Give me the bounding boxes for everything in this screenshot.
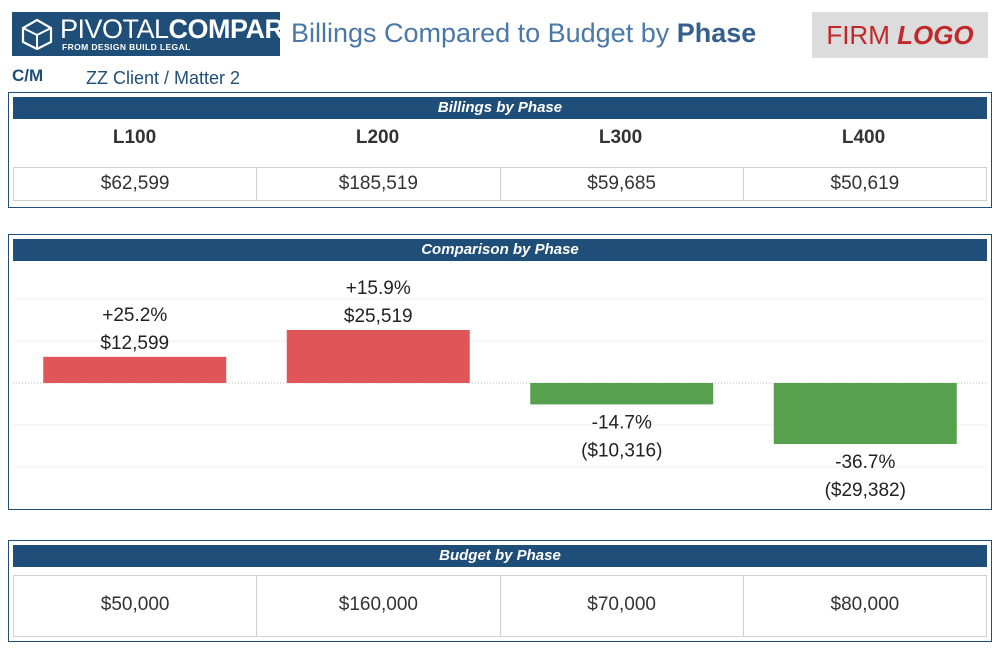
phase-header-l100: L100: [112, 127, 157, 148]
comparison-chart: +25.2% $12,599 +15.9% $25,519 -14.7% ($10,316…: [13, 278, 987, 501]
phase-header-l200: L200: [355, 127, 400, 148]
logo-tagline: FROM DESIGN BUILD LEGAL: [62, 42, 191, 52]
billings-panel: Billings by Phase L100 L200 L300 L400 $6…: [8, 92, 992, 208]
percent-label-l400: -36.7%: [835, 452, 895, 473]
budget-value-l300: $70,000: [499, 576, 743, 636]
billing-value-l100: $62,599: [100, 173, 170, 194]
value-label-l200: $25,519: [344, 306, 413, 327]
percent-label-l300: -14.7%: [592, 412, 652, 433]
value-label-l300: ($10,316): [581, 440, 662, 461]
comparison-title: Comparison by Phase: [13, 239, 987, 261]
bar-l100: [43, 356, 227, 383]
phase-header-l400: L400: [841, 127, 886, 148]
client-matter-label: C/M: [12, 66, 44, 85]
cube-logo-icon: [21, 18, 53, 50]
phase-header-l300: L300: [598, 127, 643, 148]
billing-value-l200: $185,519: [256, 168, 499, 200]
budget-title: Budget by Phase: [13, 545, 987, 567]
firm-logo: FIRM LOGO: [812, 12, 988, 58]
percent-label-l100: +25.2%: [102, 305, 167, 326]
bar-l300: [530, 383, 714, 405]
client-matter-value: ZZ Client / Matter 2: [86, 68, 241, 88]
billing-value-l300: $59,685: [499, 168, 743, 200]
budget-value-l100: $50,000: [100, 594, 170, 615]
budget-row: $50,000 $160,000 $70,000 $80,000: [13, 575, 987, 637]
billings-title: Billings by Phase: [13, 97, 987, 119]
percent-label-l200: +15.9%: [346, 278, 411, 299]
budget-value-l400: $80,000: [742, 576, 986, 636]
bar-l200: [286, 330, 470, 383]
billings-row: $62,599 $185,519 $59,685 $50,619: [13, 167, 987, 201]
billing-value-l400: $50,619: [742, 168, 986, 200]
budget-value-l200: $160,000: [256, 576, 499, 636]
value-label-l100: $12,599: [100, 333, 169, 354]
page-title: Billings Compared to Budget by Phase: [291, 18, 757, 48]
bar-l400: [773, 383, 957, 445]
value-label-l400: ($29,382): [825, 480, 906, 501]
logo-wordmark: PIVOTALCOMPARE: [60, 14, 302, 44]
budget-panel: Budget by Phase $50,000 $160,000 $70,000…: [8, 540, 992, 642]
comparison-panel: Comparison by Phase +25.2% $12,599 +15.9% $…: [8, 234, 992, 510]
pivotal-compare-logo: PIVOTALCOMPARE FROM DESIGN BUILD LEGAL: [12, 12, 302, 56]
